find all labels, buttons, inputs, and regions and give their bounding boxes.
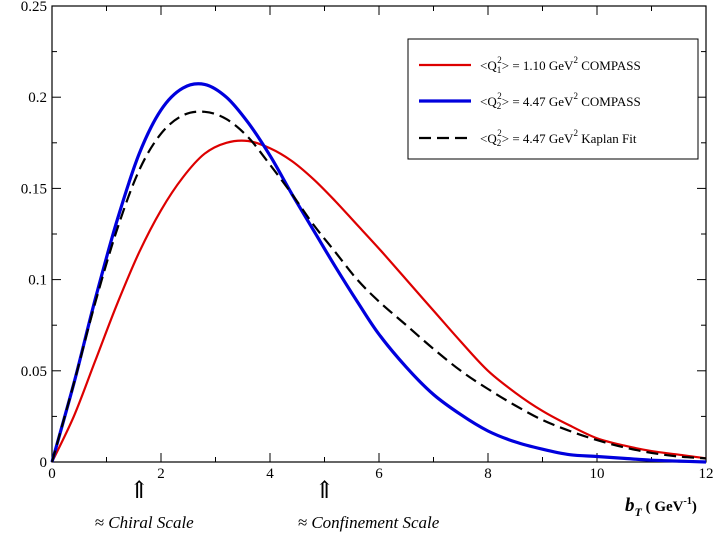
x-axis-label: bT ( GeV-1) bbox=[625, 495, 697, 519]
x-tick-label: 12 bbox=[699, 466, 714, 482]
x-tick-label: 10 bbox=[590, 466, 605, 482]
x-tick-label: 4 bbox=[266, 466, 274, 482]
y-tick-label: 0.25 bbox=[21, 0, 47, 15]
legend: <Q12> = 1.10 GeV2 COMPASS <Q22> = 4.47 Ge… bbox=[407, 38, 699, 160]
series-line-kaplan-fit bbox=[50, 110, 707, 463]
confinement-scale-label: ≈ Confinement Scale bbox=[298, 513, 440, 532]
axis-tick-labels: 0 2 4 6 8 10 12 0 0.05 0.1 0.15 0.2 0.25 bbox=[21, 0, 714, 482]
series-curves bbox=[50, 82, 707, 464]
y-tick-label: 0.05 bbox=[21, 364, 47, 380]
y-tick-label: 0.1 bbox=[28, 273, 47, 289]
x-tick-label: 8 bbox=[484, 466, 492, 482]
y-tick-label: 0.2 bbox=[28, 90, 47, 106]
chiral-scale-label: ≈ Chiral Scale bbox=[95, 513, 194, 532]
y-tick-label: 0.15 bbox=[21, 181, 47, 197]
x-tick-label: 0 bbox=[48, 466, 56, 482]
x-tick-label: 6 bbox=[375, 466, 383, 482]
series-line-compass-q2 bbox=[50, 82, 707, 464]
scale-arrow: ⇑ bbox=[314, 478, 334, 504]
x-tick-label: 2 bbox=[157, 466, 165, 482]
legend-entry-label: <Q12> = 1.10 GeV2 COMPASS bbox=[480, 55, 641, 75]
y-tick-label: 0 bbox=[40, 455, 48, 471]
scale-annotations: ⇑ ≈ Chiral Scale ⇑ ≈ Confinement Scale bbox=[95, 478, 440, 532]
series-line-compass-q1 bbox=[51, 139, 707, 463]
scale-arrow: ⇑ bbox=[129, 478, 149, 504]
legend-entry-label: <Q22> = 4.47 GeV2 Kaplan Fit bbox=[480, 128, 637, 148]
legend-entry-label: <Q22> = 4.47 GeV2 COMPASS bbox=[480, 91, 641, 111]
